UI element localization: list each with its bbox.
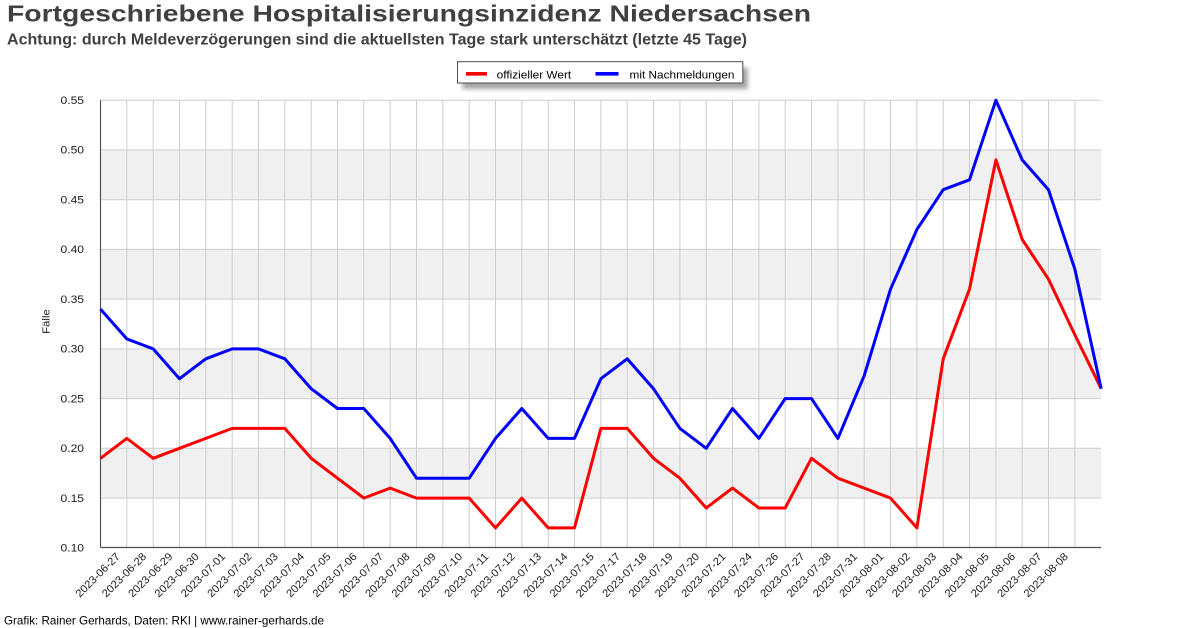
- svg-text:Fortgeschriebene Hospitalisier: Fortgeschriebene Hospitalisierungsinzide…: [7, 1, 811, 27]
- svg-text:0.25: 0.25: [61, 393, 85, 405]
- svg-text:0.35: 0.35: [61, 294, 85, 306]
- svg-text:0.50: 0.50: [61, 145, 85, 157]
- svg-text:0.10: 0.10: [61, 543, 85, 555]
- svg-text:Achtung: durch Meldeverzögerun: Achtung: durch Meldeverzögerungen sind d…: [7, 32, 747, 49]
- svg-text:0.15: 0.15: [61, 493, 85, 505]
- svg-text:0.20: 0.20: [61, 443, 85, 455]
- svg-text:mit Nachmeldungen: mit Nachmeldungen: [630, 70, 735, 82]
- svg-text:Fälle: Fälle: [41, 309, 53, 334]
- svg-text:Grafik: Rainer Gerhards, Daten: Grafik: Rainer Gerhards, Daten: RKI | ww…: [4, 614, 324, 628]
- svg-text:offizieller Wert: offizieller Wert: [497, 70, 572, 82]
- svg-text:0.30: 0.30: [61, 344, 85, 356]
- svg-text:0.40: 0.40: [61, 244, 85, 256]
- svg-text:0.55: 0.55: [61, 95, 85, 107]
- svg-text:0.45: 0.45: [61, 195, 85, 207]
